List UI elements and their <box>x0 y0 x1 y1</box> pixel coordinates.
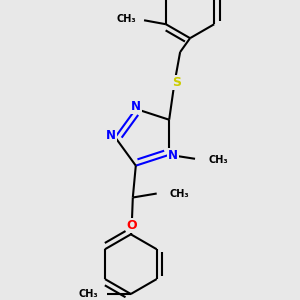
Text: S: S <box>172 76 181 89</box>
Text: O: O <box>127 219 137 232</box>
Text: N: N <box>131 100 141 113</box>
Text: CH₃: CH₃ <box>78 289 98 299</box>
Text: N: N <box>106 129 116 142</box>
Text: CH₃: CH₃ <box>169 188 189 199</box>
Text: CH₃: CH₃ <box>209 155 229 165</box>
Text: N: N <box>168 149 178 162</box>
Text: CH₃: CH₃ <box>116 14 136 24</box>
